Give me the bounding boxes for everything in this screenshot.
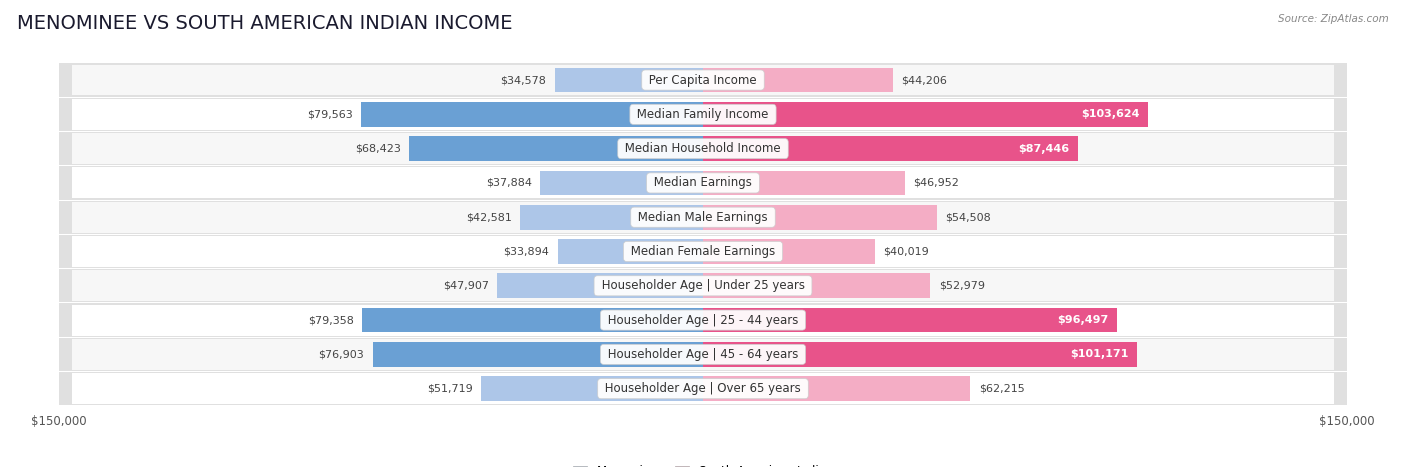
Text: Median Family Income: Median Family Income xyxy=(634,108,772,121)
Bar xyxy=(72,168,1334,198)
Bar xyxy=(59,338,1347,371)
Text: $76,903: $76,903 xyxy=(319,349,364,360)
Bar xyxy=(703,376,970,401)
Bar xyxy=(59,372,1347,405)
Bar xyxy=(72,133,1334,164)
Bar xyxy=(72,270,1334,301)
Bar xyxy=(703,308,1118,333)
Bar xyxy=(540,170,703,195)
Text: $51,719: $51,719 xyxy=(426,384,472,394)
Bar xyxy=(72,236,1334,267)
Bar xyxy=(361,102,703,127)
Bar xyxy=(703,274,931,298)
Text: $34,578: $34,578 xyxy=(501,75,546,85)
Legend: Menominee, South American Indian: Menominee, South American Indian xyxy=(568,460,838,467)
Bar xyxy=(703,170,904,195)
Bar xyxy=(703,205,936,230)
Bar xyxy=(363,308,703,333)
Text: $79,563: $79,563 xyxy=(307,109,353,120)
Text: $101,171: $101,171 xyxy=(1070,349,1129,360)
Bar xyxy=(72,202,1334,233)
Text: Householder Age | Over 65 years: Householder Age | Over 65 years xyxy=(602,382,804,395)
Text: $44,206: $44,206 xyxy=(901,75,948,85)
Bar xyxy=(59,132,1347,165)
Bar xyxy=(72,304,1334,335)
Text: $79,358: $79,358 xyxy=(308,315,354,325)
Bar xyxy=(520,205,703,230)
Text: Median Female Earnings: Median Female Earnings xyxy=(627,245,779,258)
Bar xyxy=(703,239,875,264)
Text: $68,423: $68,423 xyxy=(354,144,401,154)
Text: Per Capita Income: Per Capita Income xyxy=(645,73,761,86)
Bar xyxy=(59,269,1347,303)
Text: $96,497: $96,497 xyxy=(1057,315,1108,325)
Text: $33,894: $33,894 xyxy=(503,247,548,256)
Bar xyxy=(558,239,703,264)
Text: $62,215: $62,215 xyxy=(979,384,1025,394)
Bar xyxy=(498,274,703,298)
Text: $54,508: $54,508 xyxy=(946,212,991,222)
Bar xyxy=(72,339,1334,370)
Bar xyxy=(59,235,1347,268)
Text: Median Earnings: Median Earnings xyxy=(650,177,756,190)
Text: $87,446: $87,446 xyxy=(1019,144,1070,154)
Text: Householder Age | 45 - 64 years: Householder Age | 45 - 64 years xyxy=(605,348,801,361)
Bar xyxy=(59,64,1347,97)
Bar xyxy=(703,102,1147,127)
Text: $40,019: $40,019 xyxy=(883,247,929,256)
Bar xyxy=(554,68,703,92)
Bar xyxy=(703,342,1137,367)
Bar xyxy=(72,99,1334,130)
Text: Source: ZipAtlas.com: Source: ZipAtlas.com xyxy=(1278,14,1389,24)
Text: Median Household Income: Median Household Income xyxy=(621,142,785,155)
Text: Householder Age | 25 - 44 years: Householder Age | 25 - 44 years xyxy=(605,313,801,326)
Bar xyxy=(703,136,1078,161)
Text: $42,581: $42,581 xyxy=(465,212,512,222)
Text: $37,884: $37,884 xyxy=(486,178,531,188)
Bar xyxy=(59,304,1347,337)
Text: $103,624: $103,624 xyxy=(1081,109,1139,120)
Text: $47,907: $47,907 xyxy=(443,281,489,291)
Bar xyxy=(373,342,703,367)
Bar xyxy=(59,98,1347,131)
Text: $52,979: $52,979 xyxy=(939,281,986,291)
Bar xyxy=(59,166,1347,199)
Bar xyxy=(481,376,703,401)
Text: Householder Age | Under 25 years: Householder Age | Under 25 years xyxy=(598,279,808,292)
Bar xyxy=(703,68,893,92)
Text: $46,952: $46,952 xyxy=(912,178,959,188)
Text: MENOMINEE VS SOUTH AMERICAN INDIAN INCOME: MENOMINEE VS SOUTH AMERICAN INDIAN INCOM… xyxy=(17,14,512,33)
Text: Median Male Earnings: Median Male Earnings xyxy=(634,211,772,224)
Bar xyxy=(72,64,1334,95)
Bar xyxy=(409,136,703,161)
Bar xyxy=(59,201,1347,234)
Bar xyxy=(72,373,1334,404)
